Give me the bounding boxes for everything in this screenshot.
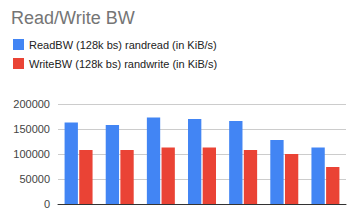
svg-text:WriteBW (128k bs) randwrite (i: WriteBW (128k bs) randwrite (in KiB/s) — [29, 58, 217, 70]
svg-text:Read/Write BW: Read/Write BW — [11, 8, 135, 28]
svg-text:ReadBW (128k bs) randread (in: ReadBW (128k bs) randread (in KiB/s) — [29, 39, 217, 51]
svg-text:50000: 50000 — [19, 173, 50, 185]
svg-text:0: 0 — [44, 198, 50, 210]
svg-text:100000: 100000 — [13, 148, 50, 160]
svg-text:200000: 200000 — [13, 98, 50, 110]
svg-text:150000: 150000 — [13, 123, 50, 135]
